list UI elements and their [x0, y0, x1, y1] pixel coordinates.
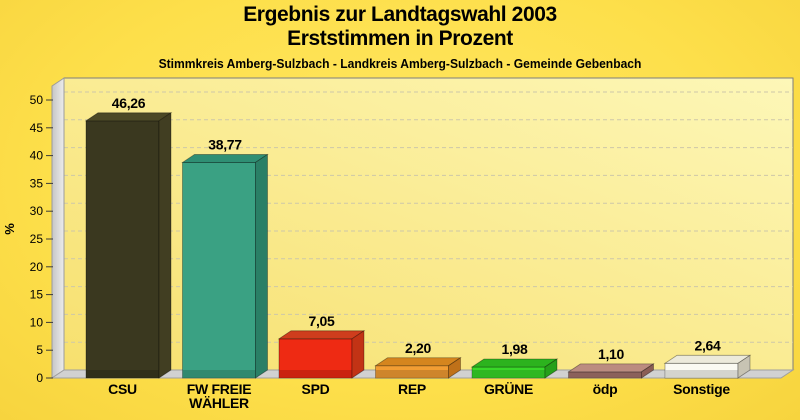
- chart-subtitle: Stimmkreis Amberg-Sulzbach - Landkreis A…: [158, 56, 642, 71]
- category-label-csu: CSU: [108, 381, 137, 397]
- bar-oedp: 1,10 ödp: [567, 346, 655, 397]
- category-label-oedp: ödp: [593, 381, 618, 397]
- bar-oedp-base-shade: [569, 371, 641, 378]
- bar-sonstige-top: [663, 354, 752, 364]
- bar-rep-top: [374, 357, 462, 367]
- value-label-csu: 46,26: [112, 95, 146, 111]
- category-label-fw-freie-waehler-line2: WÄHLER: [189, 395, 249, 411]
- bar-rep-side: [448, 357, 461, 379]
- bar-fw-freie-waehler-side: [255, 153, 268, 379]
- bar-spd-top: [277, 330, 366, 340]
- value-label-sonstige: 2,64: [694, 337, 721, 353]
- bar-sonstige-base-shade: [665, 370, 738, 378]
- y-tick-label-15: 15: [30, 288, 44, 302]
- y-tick-label-10: 10: [30, 315, 44, 329]
- value-label-gruene: 1,98: [501, 341, 528, 357]
- bar-csu-top: [84, 112, 173, 122]
- bar-csu-side: [158, 112, 172, 379]
- category-label-spd: SPD: [302, 381, 330, 397]
- y-tick-label-20: 20: [30, 260, 44, 274]
- bar-fw-freie-waehler-base-shade: [183, 370, 255, 378]
- bar-gruene-base-shade: [472, 370, 545, 378]
- bar-sonstige: 2,64 Sonstige: [663, 337, 752, 397]
- category-label-gruene: GRÜNE: [484, 381, 533, 397]
- chart-header: Ergebnis zur Landtagswahl 2003 Erststimm…: [0, 3, 800, 71]
- value-label-rep: 2,20: [405, 340, 432, 356]
- bar-csu-front: [85, 120, 160, 379]
- y-tick-label-0: 0: [36, 371, 43, 385]
- bar-spd: 7,05 SPD: [277, 313, 366, 397]
- y-tick-label-45: 45: [30, 121, 44, 135]
- bar-gruene-side: [544, 358, 558, 379]
- y-tick-label-30: 30: [30, 204, 44, 218]
- y-tick-label-50: 50: [30, 93, 44, 107]
- bar-fw-freie-waehler-top: [181, 154, 269, 163]
- bar-csu: 46,26 CSU: [84, 95, 173, 397]
- category-label-rep: REP: [398, 381, 426, 397]
- y-tick-label-5: 5: [36, 343, 43, 357]
- y-tick-label-25: 25: [30, 232, 44, 246]
- y-tick-label-35: 35: [30, 176, 44, 190]
- bar-oedp-top: [567, 363, 655, 373]
- plot-back-wall: [63, 77, 794, 371]
- bar-oedp-side: [641, 363, 654, 379]
- bar-rep-base-shade: [376, 370, 448, 378]
- bar-csu-base-shade: [86, 370, 159, 378]
- value-label-oedp: 1,10: [598, 346, 625, 362]
- bar-gruene: 1,98 GRÜNE: [470, 341, 559, 397]
- chart-title-line2: Erststimmen in Prozent: [287, 27, 513, 50]
- value-label-spd: 7,05: [308, 313, 335, 329]
- chart-title-line1: Ergebnis zur Landtagswahl 2003: [243, 3, 557, 26]
- bar-spd-side: [351, 330, 365, 379]
- y-axis-label: %: [2, 223, 17, 235]
- bar-rep: 2,20 REP: [374, 340, 462, 397]
- plot-left-wall: [51, 77, 65, 379]
- category-label-fw-freie-waehler: FW FREIE: [187, 381, 251, 397]
- bar-sonstige-side: [737, 354, 751, 379]
- category-label-sonstige: Sonstige: [673, 381, 730, 397]
- bar-fw-freie-waehler-front: [182, 162, 256, 379]
- y-tick-label-40: 40: [30, 149, 44, 163]
- bar-gruene-top: [470, 358, 559, 368]
- value-label-fw-freie-waehler: 38,77: [208, 136, 242, 152]
- bar-spd-base-shade: [279, 370, 352, 378]
